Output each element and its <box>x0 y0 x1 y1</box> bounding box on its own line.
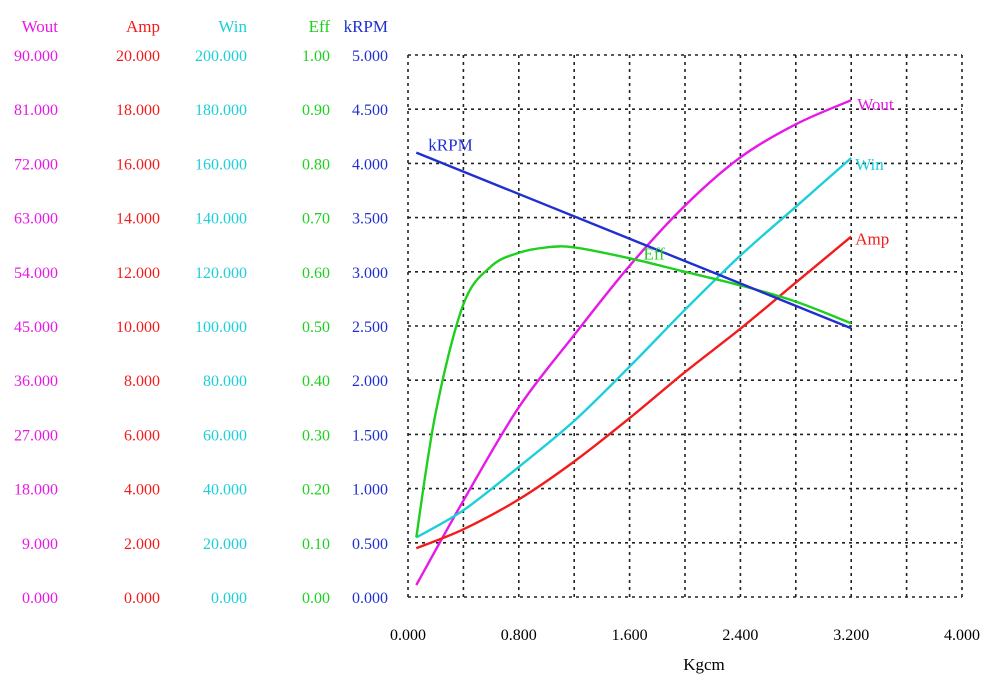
x-axis: Kgcm 0.000 0.800 1.600 2.400 3.200 4.000 <box>390 627 980 674</box>
axis-tick-eff: 0.70 <box>302 211 330 228</box>
axis-tick-krpm: 5.000 <box>352 48 388 65</box>
axis-tick-amp: 14.000 <box>116 211 160 228</box>
x-axis-tick: 4.000 <box>944 627 980 644</box>
axis-tick-eff: 0.60 <box>302 265 330 282</box>
axis-tick-amp: 4.000 <box>124 482 160 499</box>
axis-tick-wout: 45.000 <box>14 319 58 336</box>
series-line-amp <box>415 235 852 550</box>
axis-tick-win: 60.000 <box>203 427 247 444</box>
x-axis-title: Kgcm <box>683 655 725 674</box>
axis-header-amp: Amp <box>126 17 160 36</box>
x-axis-tick: 1.600 <box>612 627 648 644</box>
series-label-win: Win <box>855 155 884 174</box>
axis-tick-eff: 0.40 <box>302 373 330 390</box>
axis-tick-eff: 0.00 <box>302 590 330 607</box>
y-axes-labels: Wout 0.000 9.000 18.000 27.000 36.000 45.000 54… <box>14 17 388 607</box>
series-label-krpm: kRPM <box>428 136 472 155</box>
axis-tick-krpm: 0.000 <box>352 590 388 607</box>
axis-tick-eff: 0.90 <box>302 102 330 119</box>
axis-tick-amp: 10.000 <box>116 319 160 336</box>
axis-tick-eff: 1.00 <box>302 48 330 65</box>
axis-tick-win: 40.000 <box>203 482 247 499</box>
axis-tick-wout: 27.000 <box>14 427 58 444</box>
axis-tick-krpm: 2.000 <box>352 373 388 390</box>
axis-tick-wout: 9.000 <box>22 536 58 553</box>
axis-tick-amp: 20.000 <box>116 48 160 65</box>
axis-tick-wout: 18.000 <box>14 482 58 499</box>
axis-tick-win: 180.000 <box>195 102 247 119</box>
series-line-win <box>415 157 852 539</box>
x-axis-tick: 2.400 <box>722 627 758 644</box>
series-line-wout <box>415 99 852 586</box>
axis-header-win: Win <box>218 17 247 36</box>
plot-grid <box>407 54 963 598</box>
axis-tick-amp: 16.000 <box>116 156 160 173</box>
x-axis-tick: 0.000 <box>390 627 426 644</box>
x-axis-tick: 0.800 <box>501 627 537 644</box>
series-label-amp: Amp <box>855 230 889 249</box>
axis-tick-win: 80.000 <box>203 373 247 390</box>
axis-tick-win: 140.000 <box>195 211 247 228</box>
axis-tick-amp: 6.000 <box>124 427 160 444</box>
axis-tick-wout: 0.000 <box>22 590 58 607</box>
axis-tick-eff: 0.30 <box>302 427 330 444</box>
axis-tick-amp: 12.000 <box>116 265 160 282</box>
axis-tick-krpm: 4.500 <box>352 102 388 119</box>
axis-tick-wout: 72.000 <box>14 156 58 173</box>
series-labels: Wout Amp Win Eff kRPM <box>428 95 894 263</box>
series-line-eff <box>415 245 852 538</box>
x-axis-tick: 3.200 <box>833 627 869 644</box>
axis-tick-win: 200.000 <box>195 48 247 65</box>
axis-tick-win: 160.000 <box>195 156 247 173</box>
axis-tick-wout: 81.000 <box>14 102 58 119</box>
axis-tick-amp: 0.000 <box>124 590 160 607</box>
axis-header-eff: Eff <box>309 17 331 36</box>
series-label-eff: Eff <box>643 245 665 264</box>
axis-tick-eff: 0.50 <box>302 319 330 336</box>
axis-tick-wout: 63.000 <box>14 211 58 228</box>
axis-tick-wout: 90.000 <box>14 48 58 65</box>
axis-header-wout: Wout <box>22 17 59 36</box>
axis-tick-amp: 2.000 <box>124 536 160 553</box>
axis-header-krpm: kRPM <box>344 17 388 36</box>
axis-tick-eff: 0.20 <box>302 482 330 499</box>
axis-tick-krpm: 3.000 <box>352 265 388 282</box>
axis-tick-amp: 18.000 <box>116 102 160 119</box>
axis-tick-krpm: 1.500 <box>352 427 388 444</box>
axis-tick-krpm: 3.500 <box>352 211 388 228</box>
axis-tick-krpm: 0.500 <box>352 536 388 553</box>
axis-tick-wout: 54.000 <box>14 265 58 282</box>
axis-tick-eff: 0.80 <box>302 156 330 173</box>
series-line-krpm <box>415 151 852 330</box>
axis-tick-krpm: 1.000 <box>352 482 388 499</box>
axis-tick-krpm: 4.000 <box>352 156 388 173</box>
axis-tick-krpm: 2.500 <box>352 319 388 336</box>
axis-tick-win: 100.000 <box>195 319 247 336</box>
axis-tick-wout: 36.000 <box>14 373 58 390</box>
axis-tick-win: 0.000 <box>211 590 247 607</box>
axis-tick-eff: 0.10 <box>302 536 330 553</box>
series-lines <box>415 99 852 586</box>
axis-tick-win: 120.000 <box>195 265 247 282</box>
axis-tick-amp: 8.000 <box>124 373 160 390</box>
axis-tick-win: 20.000 <box>203 536 247 553</box>
series-label-wout: Wout <box>857 95 894 114</box>
